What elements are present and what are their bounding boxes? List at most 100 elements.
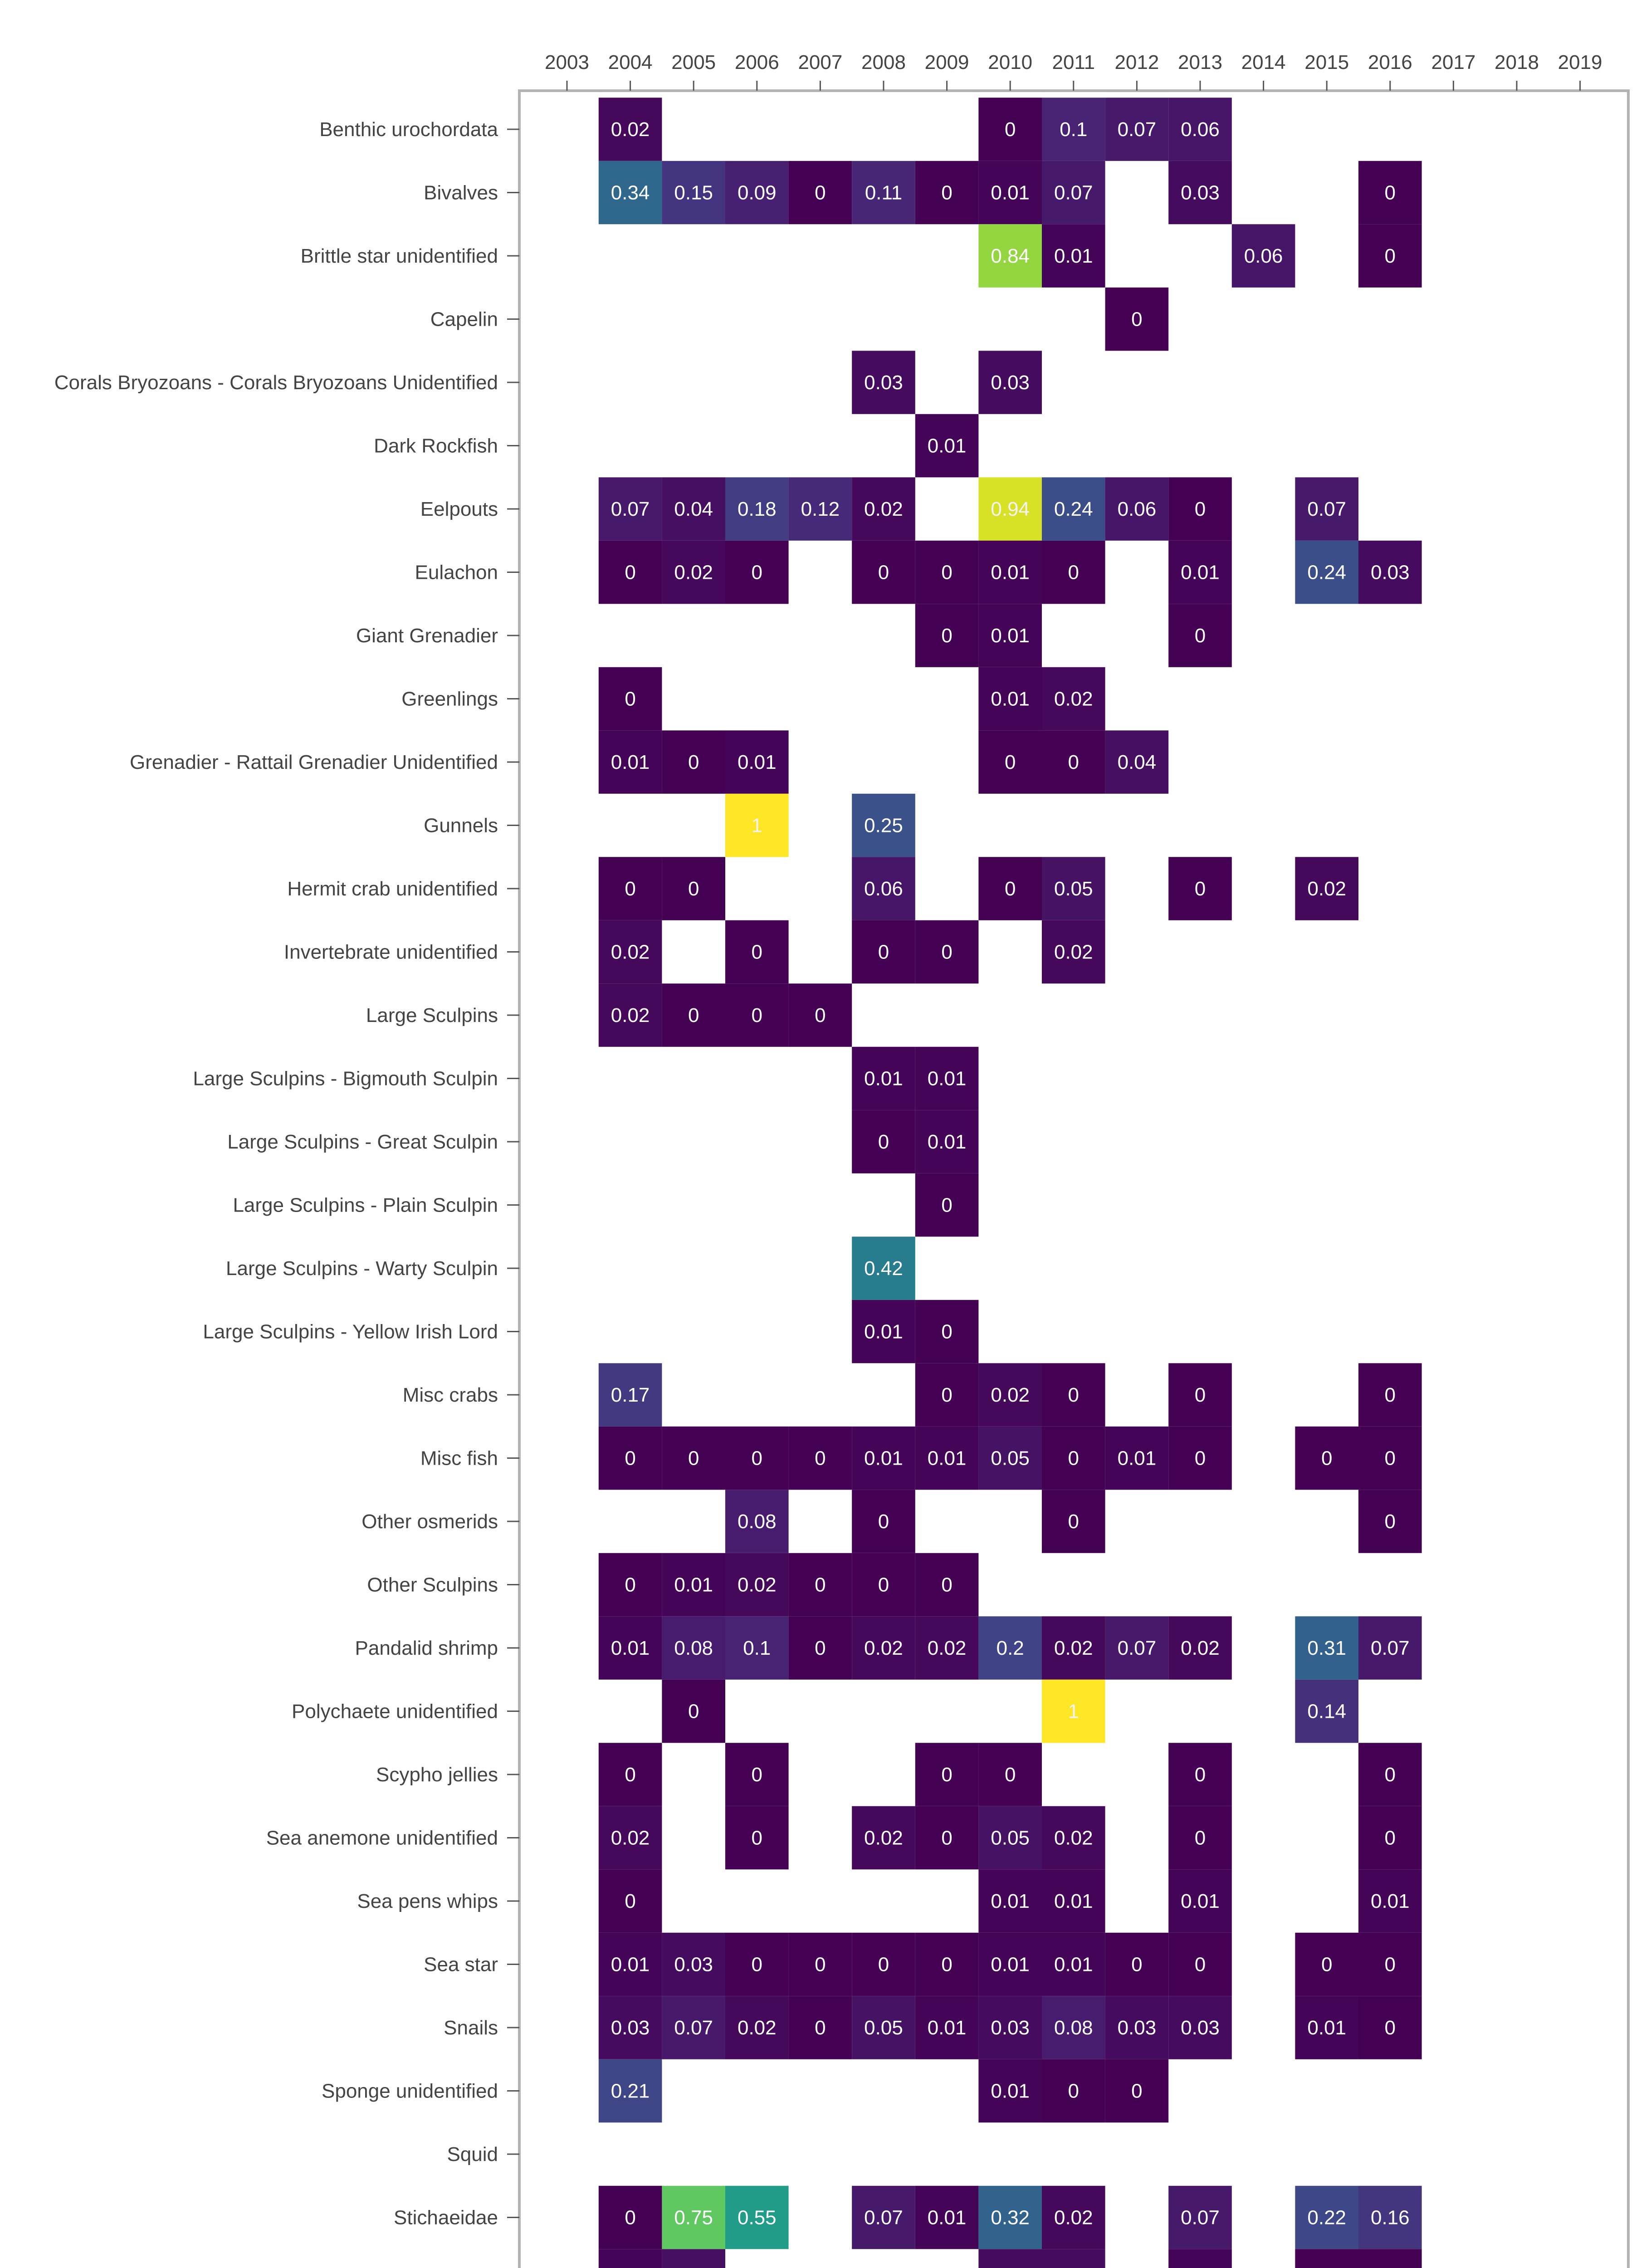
cell-value-label: 0.02 (611, 941, 650, 963)
cell-value-label: 0.09 (738, 182, 777, 204)
heatmap-cell (1105, 1932, 1169, 1996)
cell-value-label: 0.05 (864, 2017, 903, 2039)
cell-value-label: 0 (1195, 1827, 1206, 1849)
heatmap-cell (978, 1806, 1042, 1870)
cell-value-label: 0.55 (738, 2207, 777, 2229)
cell-value-label: 0.02 (991, 1384, 1030, 1406)
cell-value-label: 0.24 (1307, 562, 1346, 584)
cell-value-label: 0 (625, 878, 635, 900)
heatmap-cell (1042, 161, 1105, 225)
heatmap-cell (978, 1932, 1042, 1996)
cell-value-label: 0 (878, 1131, 889, 1153)
heatmap-cell (852, 857, 915, 920)
heatmap-cell (1042, 1869, 1105, 1933)
heatmap-cell (1295, 2249, 1358, 2268)
heatmap-cell (1168, 857, 1232, 920)
cell-value-label: 0.01 (991, 625, 1030, 647)
x-tick-label: 2019 (1558, 51, 1602, 73)
heatmap-cell (915, 1743, 979, 1806)
heatmap-cell (1042, 1363, 1105, 1427)
heatmap-cell (788, 1616, 852, 1680)
heatmap-cell (1168, 2249, 1232, 2268)
cell-value-label: 0.1 (743, 1637, 771, 1659)
heatmap-cell (852, 1490, 915, 1553)
heatmap-cell (978, 224, 1042, 288)
cell-value-label: 0.21 (611, 2080, 650, 2102)
heatmap-cell (1358, 1616, 1422, 1680)
y-tick-label: Eelpouts (420, 498, 498, 520)
heatmap-cell (1042, 730, 1105, 794)
cell-value-label: 0.01 (991, 1954, 1030, 1976)
cell-value-label: 0.02 (738, 2017, 777, 2039)
y-tick-label: Bivalves (424, 182, 498, 204)
cell-value-label: 0.01 (1371, 1890, 1410, 1912)
heatmap-cell (1042, 2059, 1105, 2123)
heatmap-cell (1042, 477, 1105, 541)
cell-value-label: 0 (941, 941, 952, 963)
cell-value-label: 0 (1068, 1447, 1079, 1470)
cell-value-label: 0.06 (1118, 498, 1157, 520)
heatmap-cell (1358, 2249, 1422, 2268)
cell-value-label: 0 (625, 1574, 635, 1596)
cell-value-label: 0.12 (801, 498, 840, 520)
heatmap-cell (725, 1426, 789, 1490)
cell-value-label: 0 (1195, 1764, 1206, 1786)
heatmap-cell (598, 730, 662, 794)
x-tick-label: 2018 (1495, 51, 1539, 73)
heatmap-cell (1105, 287, 1169, 351)
heatmap-cell (598, 2185, 662, 2249)
cell-value-label: 0.01 (991, 2080, 1030, 2102)
heatmap-cell (1042, 1616, 1105, 1680)
cell-value-label: 0.04 (1118, 751, 1157, 773)
heatmap-cell (1105, 98, 1169, 161)
heatmap-cell (662, 2185, 725, 2249)
cell-value-label: 0 (815, 1447, 826, 1470)
heatmap-cell (662, 1932, 725, 1996)
heatmap-cell (978, 98, 1042, 161)
x-tick-label: 2015 (1304, 51, 1349, 73)
cell-value-label: 0.01 (928, 2207, 967, 2229)
heatmap-cell (852, 793, 915, 857)
heatmap-cell (1295, 2185, 1358, 2249)
y-tick-label: Large Sculpins (366, 1004, 498, 1026)
cell-value-label: 0 (1385, 245, 1396, 267)
cell-value-label: 0.07 (864, 2207, 903, 2229)
heatmap-cell (1168, 1996, 1232, 2059)
heatmap-cell (978, 667, 1042, 731)
heatmap-cell (598, 1996, 662, 2059)
heatmap-cell (598, 667, 662, 731)
heatmap-cell (788, 477, 852, 541)
heatmap-cell (1042, 1490, 1105, 1553)
x-tick-label: 2003 (545, 51, 589, 73)
heatmap-cell (598, 857, 662, 920)
cell-value-label: 0.02 (928, 1637, 967, 1659)
cell-value-label: 0 (1385, 1954, 1396, 1976)
y-tick-label: Other Sculpins (367, 1574, 498, 1596)
y-tick-label: Misc fish (420, 1447, 498, 1470)
cell-value-label: 0.08 (674, 1637, 713, 1659)
cell-value-label: 0.15 (674, 182, 713, 204)
heatmap-cell (1168, 98, 1232, 161)
heatmap-cell (1295, 1996, 1358, 2059)
heatmap-cell (852, 351, 915, 414)
cell-value-label: 0.01 (864, 1068, 903, 1090)
cell-value-label: 0.31 (1307, 1637, 1346, 1659)
x-tick-label: 2004 (608, 51, 653, 73)
heatmap-cell (598, 920, 662, 984)
y-axis: Benthic urochordata Bivalves Brittle star … (54, 118, 519, 2229)
heatmap-cell (915, 1426, 979, 1490)
heatmap-cell (852, 1426, 915, 1490)
heatmap-cell (1358, 1932, 1422, 1996)
y-tick-label: Capelin (430, 308, 498, 331)
heatmap-cell (978, 1743, 1042, 1806)
cell-value-label: 0 (625, 1447, 635, 1470)
cell-value-label: 0.01 (991, 688, 1030, 710)
heatmap-cell (598, 983, 662, 1047)
cell-value-label: 0 (1131, 1954, 1142, 1976)
cell-value-label: 0 (625, 688, 635, 710)
cell-value-label: 0.01 (1118, 1447, 1157, 1470)
heatmap-cell (915, 1173, 979, 1237)
heatmap-cell (725, 1490, 789, 1553)
cell-value-label: 0 (1005, 878, 1016, 900)
heatmap-cell (915, 1046, 979, 1110)
